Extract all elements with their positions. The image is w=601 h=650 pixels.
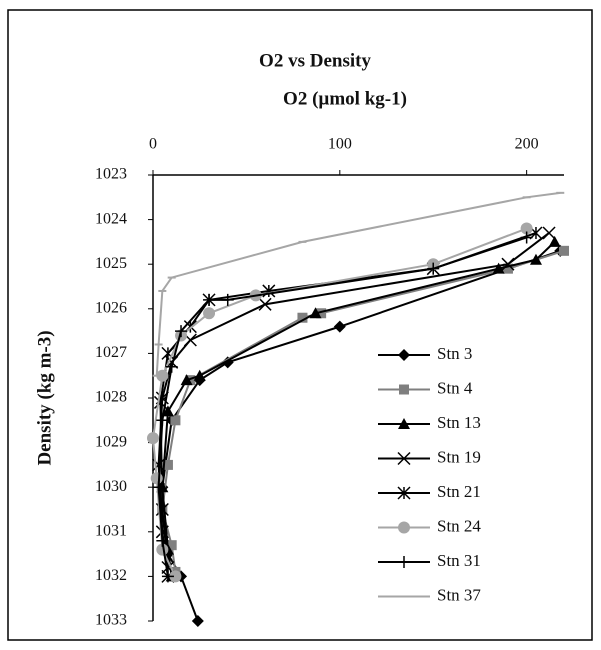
series-line: [157, 236, 527, 577]
marker: [166, 540, 177, 551]
series-line: [161, 241, 556, 577]
marker: [520, 231, 533, 244]
y-tick-label: 1024: [95, 210, 127, 227]
series-line: [161, 249, 561, 622]
marker: [548, 235, 561, 247]
y-tick-label: 1031: [95, 522, 127, 539]
chart-title: O2 vs Density: [259, 50, 371, 71]
marker: [333, 320, 346, 333]
y-tick-label: 1032: [95, 567, 127, 584]
series-line: [155, 191, 561, 376]
marker: [309, 307, 322, 319]
marker: [529, 253, 542, 265]
legend-label: Stn 24: [437, 516, 481, 535]
y-tick-label: 1030: [95, 478, 127, 495]
marker: [165, 360, 178, 373]
marker: [170, 415, 181, 426]
marker: [203, 307, 216, 320]
y-tick-label: 1026: [95, 299, 127, 316]
legend-label: Stn 19: [437, 447, 481, 466]
legend-label: Stn 13: [437, 413, 481, 432]
marker: [161, 405, 174, 417]
marker: [169, 570, 182, 583]
marker: [542, 226, 556, 240]
marker: [502, 263, 513, 274]
x-tick-label: 100: [328, 136, 352, 153]
marker: [161, 570, 174, 583]
marker: [191, 615, 204, 627]
marker: [150, 472, 163, 485]
marker: [185, 375, 196, 386]
marker: [221, 293, 234, 306]
y-tick-label: 1025: [95, 255, 127, 272]
marker: [152, 481, 165, 494]
marker: [175, 325, 188, 338]
marker: [193, 369, 206, 381]
marker: [398, 349, 410, 361]
legend-label: Stn 31: [437, 551, 481, 570]
marker: [156, 534, 169, 547]
y-axis-label: Density (kg m-3): [34, 330, 55, 465]
marker: [156, 369, 169, 382]
marker: [156, 543, 169, 556]
marker: [297, 312, 308, 323]
marker: [180, 374, 193, 386]
marker: [156, 414, 169, 427]
marker: [203, 293, 216, 306]
series-line: [157, 232, 550, 577]
x-axis-label: O2 (µmol kg-1): [283, 88, 407, 109]
legend-label: Stn 4: [437, 378, 473, 397]
marker: [258, 297, 272, 311]
marker: [316, 308, 327, 319]
marker: [397, 451, 411, 466]
legend-label: Stn 21: [437, 482, 481, 501]
marker: [520, 222, 533, 235]
legend-label: Stn 3: [437, 344, 472, 363]
marker: [398, 521, 410, 534]
marker: [398, 418, 410, 429]
frame: [7, 9, 593, 641]
y-tick-label: 1027: [95, 344, 127, 361]
marker: [398, 556, 410, 568]
marker: [501, 257, 515, 271]
marker: [427, 262, 440, 275]
y-tick-label: 1033: [95, 612, 127, 629]
marker: [559, 245, 569, 256]
y-tick-label: 1023: [95, 166, 127, 183]
marker: [147, 432, 159, 445]
marker: [162, 459, 173, 470]
y-tick-label: 1029: [95, 433, 127, 450]
marker: [397, 486, 411, 500]
marker: [492, 262, 505, 274]
y-tick-label: 1028: [95, 389, 127, 406]
x-tick-label: 200: [515, 136, 539, 153]
legend-label: Stn 37: [437, 585, 481, 604]
x-tick-label: 0: [149, 136, 157, 153]
marker: [399, 384, 409, 395]
